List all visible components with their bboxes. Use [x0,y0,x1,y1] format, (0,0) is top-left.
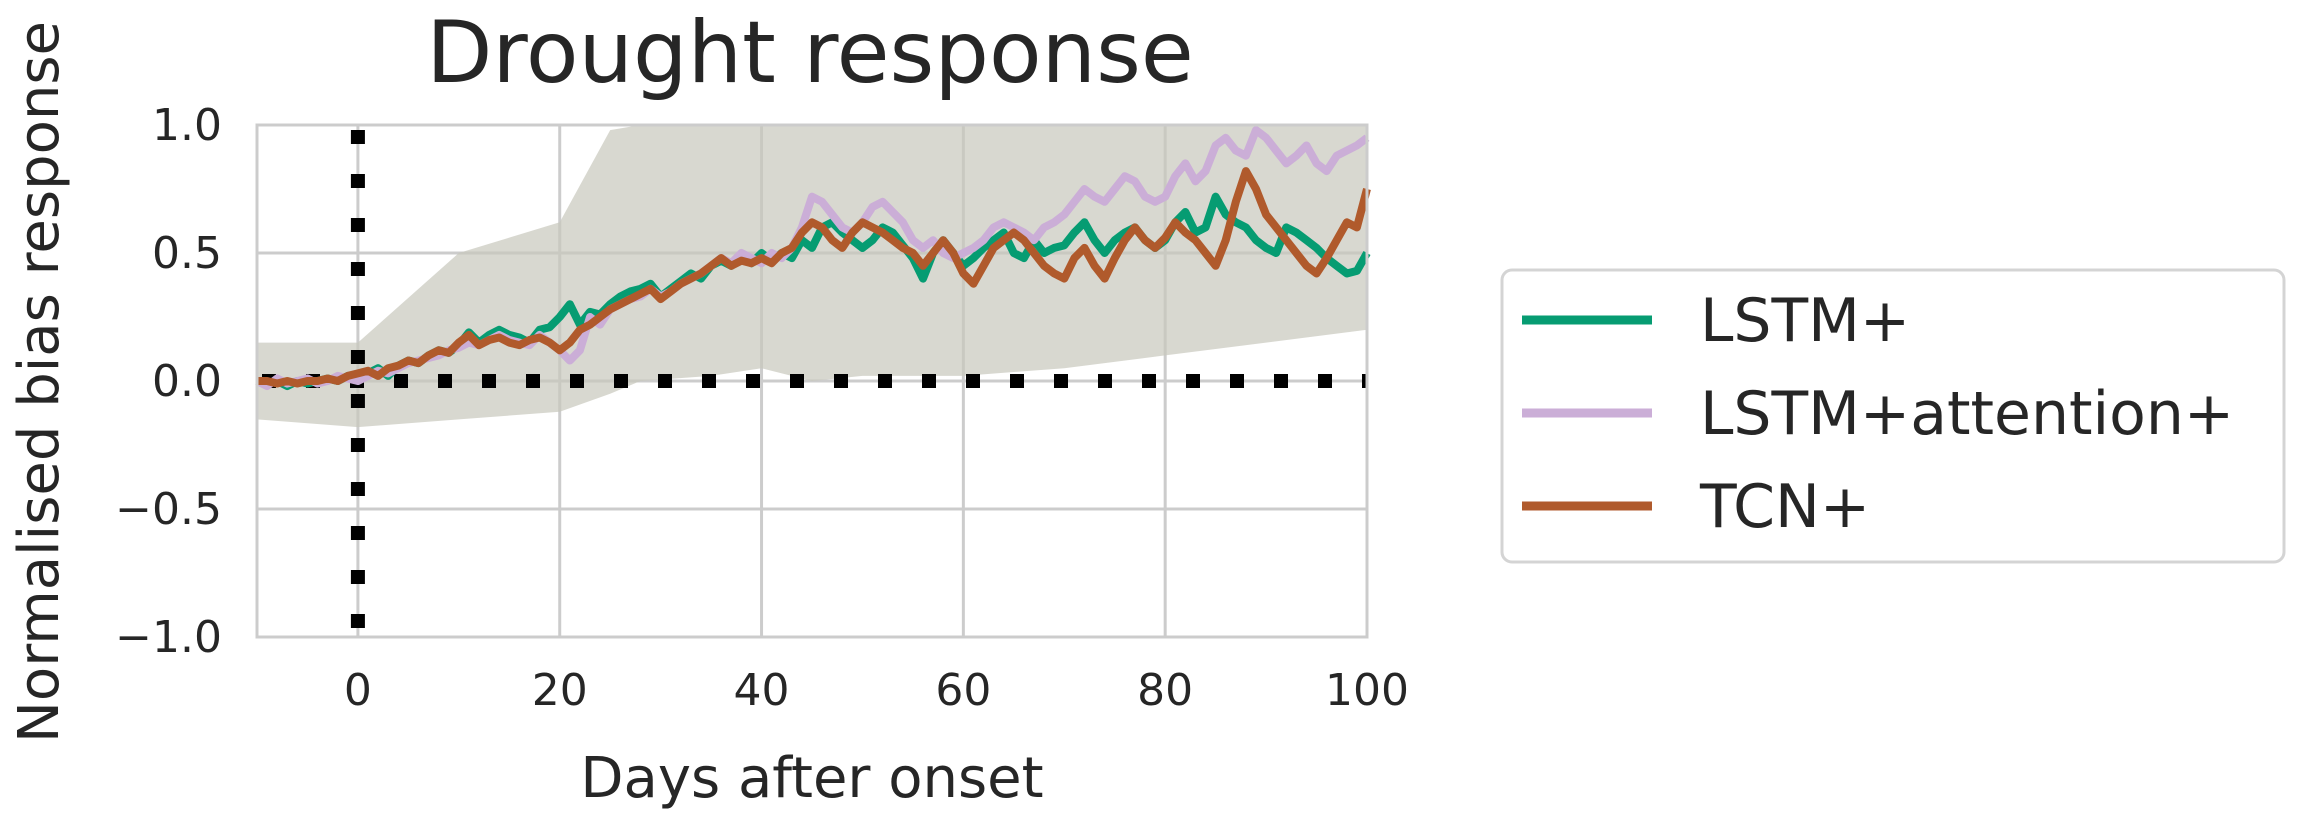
x-tick-label: 80 [1137,665,1193,716]
y-tick-label: −0.5 [115,484,222,535]
y-tick-label: 0.5 [152,228,222,279]
legend-label: LSTM+attention+ [1700,379,2234,449]
legend-label: LSTM+ [1700,286,1910,356]
legend: LSTM+ LSTM+attention+ TCN+ [1500,268,2286,564]
legend-items: LSTM+ LSTM+attention+ TCN+ [1522,286,2234,542]
series-lines [255,126,1371,391]
legend-box [1500,268,2286,564]
chart-title: Drought response [426,3,1194,103]
legend-label: TCN+ [1699,472,1870,542]
uncertainty-band [257,125,1367,428]
y-axis-label: Normalised bias response [7,21,72,743]
y-tick-label: −1.0 [115,612,222,663]
x-axis-ticks: 0 20 40 60 80 100 [344,665,1409,716]
x-tick-label: 20 [532,665,588,716]
plot-area [255,123,1371,639]
uncertainty-band-area [257,125,1367,428]
x-tick-label: 40 [734,665,790,716]
x-tick-label: 60 [935,665,991,716]
reference-lines [262,130,1367,637]
y-tick-label: 1.0 [152,100,222,151]
y-tick-label: 0.0 [152,356,222,407]
x-tick-label: 0 [344,665,372,716]
plot-frame [255,123,1369,639]
x-axis-label: Days after onset [580,746,1043,811]
x-tick-label: 100 [1325,665,1409,716]
y-axis-ticks: 1.0 0.5 0.0 −0.5 −1.0 [115,100,222,663]
series-line-3 [257,167,1371,388]
